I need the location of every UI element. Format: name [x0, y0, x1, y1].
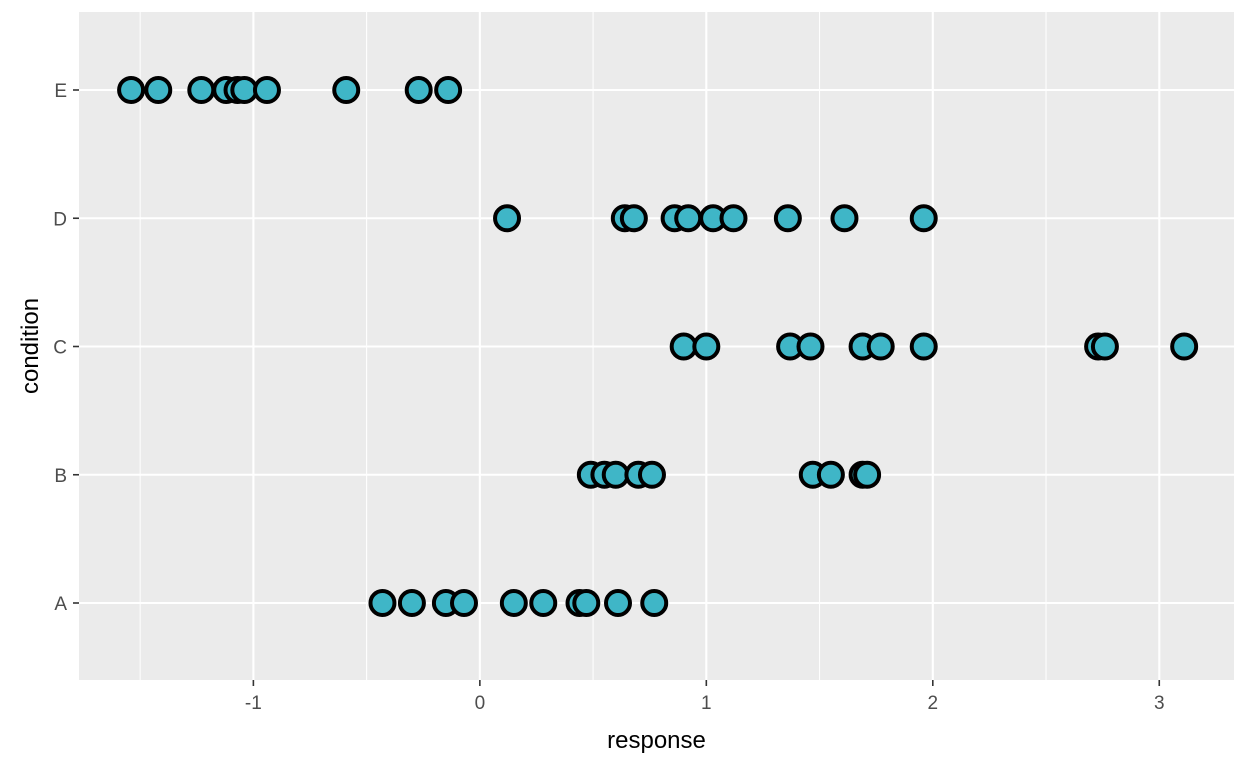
data-point: [529, 589, 558, 617]
data-point: [601, 460, 630, 489]
data-point: [1090, 332, 1119, 361]
data-point: [604, 589, 632, 617]
data-point: [450, 589, 478, 617]
y-axis-title: condition: [17, 298, 44, 394]
data-points: [117, 76, 1199, 617]
data-point: [572, 589, 601, 617]
data-point: [637, 460, 666, 489]
data-point: [230, 76, 259, 104]
y-tick-label: D: [53, 209, 67, 230]
data-point: [619, 204, 648, 233]
y-tick-label: C: [53, 338, 67, 359]
y-tick-label: A: [54, 594, 67, 615]
data-point: [332, 76, 361, 104]
y-axis: A B C D E: [53, 81, 79, 615]
data-point: [773, 204, 802, 233]
data-point: [830, 204, 859, 233]
data-point: [719, 204, 748, 233]
data-point: [434, 76, 463, 104]
y-tick-label: E: [54, 81, 67, 102]
data-point: [640, 589, 669, 617]
x-tick-label: 2: [928, 693, 939, 714]
data-point: [674, 204, 703, 233]
y-tick-label: B: [54, 466, 67, 487]
x-axis-title: response: [607, 727, 706, 754]
data-point: [816, 460, 845, 489]
data-point: [368, 589, 397, 617]
data-point: [499, 589, 528, 617]
data-point: [692, 332, 721, 361]
data-point: [144, 76, 173, 104]
data-point: [252, 76, 281, 104]
data-point: [404, 76, 433, 104]
x-tick-label: 3: [1154, 693, 1165, 714]
data-point: [866, 332, 895, 361]
data-point: [853, 460, 882, 489]
data-point: [187, 76, 216, 104]
data-point: [909, 204, 938, 233]
x-tick-label: -1: [245, 693, 262, 714]
data-point: [397, 589, 426, 617]
data-point: [669, 332, 698, 361]
data-point: [117, 76, 146, 104]
data-point: [796, 332, 825, 361]
x-tick-label: 0: [475, 693, 486, 714]
data-point: [1170, 332, 1199, 361]
x-tick-label: 1: [701, 693, 712, 714]
data-point: [493, 204, 522, 233]
x-axis: -1 0 1 2 3: [245, 680, 1165, 714]
data-point: [909, 332, 938, 361]
